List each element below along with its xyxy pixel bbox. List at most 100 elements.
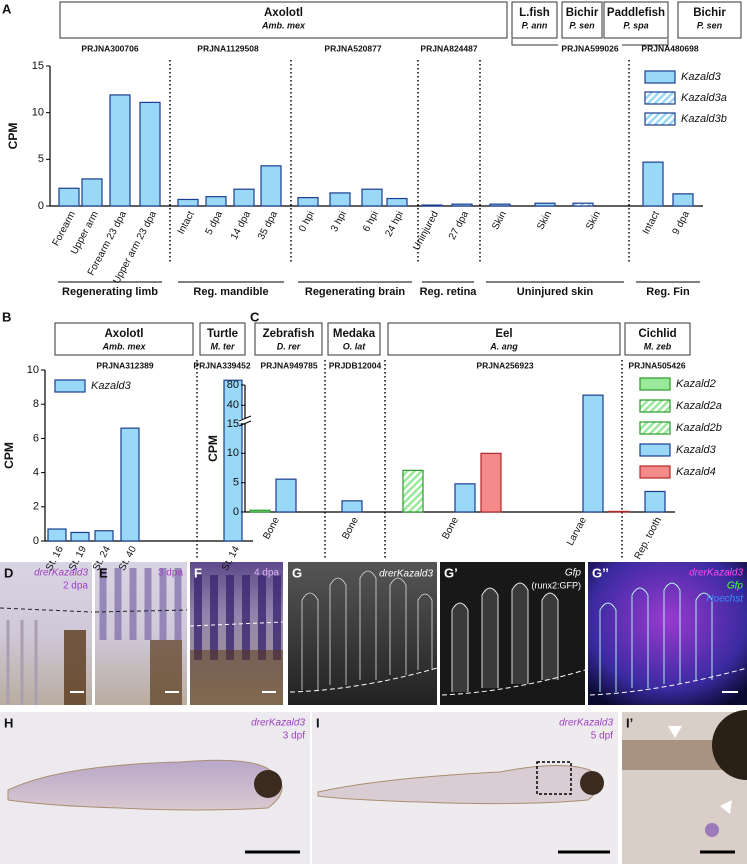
header-species: O. lat: [343, 341, 367, 351]
legend-label: Kazald2a: [676, 400, 722, 412]
x-tick-label: Rep. tooth: [633, 515, 664, 561]
eye: [580, 771, 604, 795]
bar: [275, 478, 297, 513]
y-tick-label: 15: [227, 418, 239, 430]
x-tick-label: Bone: [340, 515, 361, 541]
image-label: drerKazald3: [379, 569, 433, 580]
legend-label: Kazald3a: [681, 92, 727, 104]
panel-letter: E: [99, 565, 108, 580]
header-species: D. rer: [277, 341, 301, 351]
header-title: Paddlefish: [607, 7, 665, 19]
legend-label: Kazald3: [676, 444, 717, 456]
y-tick-label: 8: [33, 398, 39, 410]
y-tick-label: 2: [33, 501, 39, 513]
panel-letter: G’: [444, 565, 458, 580]
legend-label: Kazald3: [681, 71, 722, 83]
legend-swatch: [639, 399, 671, 413]
image-label: 3 dpf: [283, 731, 305, 742]
bar: [233, 188, 255, 207]
image-label: drerKazald3: [251, 718, 305, 729]
x-tick-label: 6 hpi: [361, 209, 381, 233]
y-tick-label: 10: [27, 364, 39, 376]
y-tick-label: 40: [227, 399, 239, 411]
eye: [712, 710, 747, 780]
amputation-line: [94, 609, 188, 613]
bar: [480, 452, 502, 513]
header-box: [199, 322, 246, 356]
header-box: [677, 1, 742, 39]
group-label: Reg. retina: [420, 286, 478, 298]
panel-letter: F: [194, 565, 202, 580]
bar: [341, 500, 363, 513]
panel-d: D drerKazald3 2 dpa: [0, 562, 93, 705]
project-id: PRJNA505426: [628, 360, 685, 370]
legend-label: Kazald3b: [681, 113, 727, 125]
ray-outline: [451, 582, 559, 692]
legend-label: Kazald2: [676, 378, 716, 390]
bar: [582, 394, 604, 513]
panel-letter: H: [4, 715, 13, 730]
fin-ray: [6, 620, 38, 705]
header-title: Axolotl: [264, 7, 303, 19]
micrograph: [288, 562, 437, 705]
ray-outline: [599, 582, 713, 692]
panel-g-prime: G’ Gfp (runx2:GFP): [440, 562, 586, 705]
header-title: Axolotl: [105, 328, 144, 340]
bar: [451, 203, 473, 207]
x-tick-label: 14 dpa: [229, 209, 253, 242]
bar: [489, 203, 511, 207]
image-label: drerKazald3: [689, 568, 743, 579]
y-tick-label: 10: [32, 107, 44, 119]
legend-swatch: [639, 377, 671, 391]
bar: [329, 192, 351, 207]
x-tick-label: 24 hpi: [383, 209, 406, 238]
panel-h: H drerKazald3 3 dpf: [0, 712, 310, 864]
group-label: Uninjured skin: [517, 286, 594, 298]
panel-letter: D: [4, 565, 13, 580]
group-label: Reg. mandible: [193, 286, 268, 298]
project-id: PRJNA949785: [260, 360, 317, 370]
pigment: [64, 630, 86, 705]
stain: [705, 823, 719, 837]
legend-swatch: [639, 443, 671, 457]
bar: [47, 528, 67, 542]
header-species: A. ang: [489, 341, 518, 351]
bar: [534, 202, 556, 207]
stained-ray: [99, 568, 182, 640]
panel-letter: G: [292, 565, 302, 580]
group-label: Regenerating limb: [62, 286, 158, 298]
legend-swatch: [639, 421, 671, 435]
header-species: M. ter: [210, 341, 235, 351]
bar: [223, 379, 243, 542]
y-tick-label: 15: [32, 60, 44, 72]
bar: [81, 178, 103, 207]
header-title: Bichir: [693, 7, 726, 19]
project-id: PRJNA256923: [476, 360, 533, 370]
y-tick-label: 10: [227, 447, 239, 459]
axis-break-gap: [239, 419, 251, 423]
y-tick-label: 80: [227, 379, 239, 391]
project-id: PRJNA520877: [324, 43, 381, 53]
image-label: Gfp: [565, 568, 582, 579]
panel-letter: A: [2, 1, 12, 16]
header-box: [327, 322, 381, 356]
header-species: P. sen: [569, 20, 595, 30]
legend-label: Kazald2b: [676, 422, 722, 434]
amputation-line: [189, 621, 284, 627]
bar: [260, 165, 282, 207]
legend-swatch: [644, 112, 676, 126]
panel-f: F 4 dpa: [189, 562, 284, 705]
y-axis-label: CPM: [2, 442, 16, 469]
x-tick-label: Uninjured: [411, 209, 441, 252]
header-title: Cichlid: [638, 328, 676, 340]
legend-swatch: [644, 70, 676, 84]
y-tick-label: 0: [233, 506, 239, 518]
y-tick-label: 0: [33, 535, 39, 547]
header-species: P. spa: [623, 20, 648, 30]
inset-box: [536, 761, 572, 795]
legend-label: Kazald3: [91, 380, 132, 392]
header-box: [624, 322, 691, 356]
bar: [139, 101, 161, 207]
header-title: L.fish: [519, 7, 550, 19]
